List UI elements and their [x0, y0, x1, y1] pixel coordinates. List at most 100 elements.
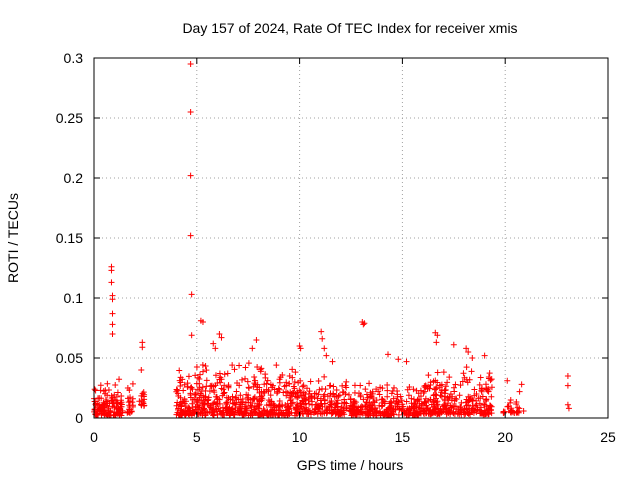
data-point [216, 396, 223, 403]
data-point [507, 408, 514, 415]
data-point [300, 398, 307, 405]
data-point [442, 402, 449, 409]
data-point [187, 109, 194, 115]
data-point [356, 390, 363, 397]
data-point [297, 410, 304, 417]
data-point [206, 388, 213, 395]
data-point [410, 409, 417, 416]
data-point [229, 362, 236, 369]
data-point [206, 404, 213, 411]
data-point [245, 360, 252, 367]
data-point [203, 377, 210, 384]
data-point [436, 382, 443, 389]
data-point [216, 376, 223, 383]
data-point [108, 392, 115, 399]
data-point [441, 387, 448, 394]
data-point [175, 406, 182, 413]
data-point [299, 383, 306, 390]
data-point [395, 411, 402, 418]
data-point [267, 392, 274, 399]
data-point [225, 382, 232, 389]
data-point [187, 61, 194, 67]
data-point [329, 358, 336, 365]
data-point [430, 407, 437, 414]
data-point [276, 397, 283, 404]
data-point [463, 364, 470, 371]
data-point [244, 378, 251, 385]
data-point [507, 399, 514, 406]
data-point [488, 393, 495, 400]
data-point [188, 332, 195, 339]
x-tick-label: 0 [90, 429, 98, 445]
data-point [212, 382, 219, 389]
data-point [434, 332, 441, 339]
data-point [218, 385, 225, 392]
data-point [109, 296, 116, 303]
data-point [450, 341, 457, 348]
x-axis-title: GPS time / hours [297, 457, 404, 473]
x-tick-labels: 0 5 10 15 20 25 [90, 429, 616, 445]
data-point [353, 407, 360, 414]
data-point [463, 396, 470, 403]
data-point [363, 391, 370, 398]
data-point [138, 392, 145, 399]
data-point [478, 388, 485, 395]
data-point [419, 408, 426, 415]
data-point [431, 404, 438, 411]
data-point [451, 403, 458, 410]
data-point [311, 394, 318, 401]
data-point [433, 339, 440, 346]
data-point [336, 392, 343, 399]
data-point [486, 370, 493, 377]
data-point [321, 345, 328, 352]
data-point [483, 396, 490, 403]
data-point [518, 381, 525, 388]
data-point [321, 373, 328, 380]
data-point [323, 352, 330, 359]
data-point [360, 321, 367, 328]
data-point [362, 402, 369, 409]
data-point [385, 351, 392, 358]
data-point [286, 373, 293, 380]
data-point [316, 405, 323, 412]
data-point [192, 391, 199, 398]
data-point [261, 390, 268, 397]
data-point [450, 384, 457, 391]
data-point [384, 381, 391, 388]
data-point [350, 404, 357, 411]
data-point [452, 381, 459, 388]
y-tick-label: 0.2 [64, 170, 84, 186]
data-point [180, 398, 187, 405]
data-point [300, 392, 307, 399]
data-point [373, 386, 380, 393]
data-point [182, 407, 189, 414]
data-point [266, 409, 273, 416]
data-point [98, 405, 105, 412]
data-point [471, 407, 478, 414]
data-point [303, 406, 310, 413]
data-point [283, 379, 290, 386]
data-point [469, 355, 476, 361]
data-point [427, 406, 434, 413]
data-point [417, 387, 424, 394]
data-point [126, 406, 133, 413]
data-point [236, 382, 243, 389]
data-point [395, 356, 402, 363]
data-point [224, 370, 231, 377]
data-point [267, 381, 274, 388]
y-tick-label: 0.3 [64, 50, 84, 66]
data-point [343, 378, 350, 385]
data-point [337, 407, 344, 414]
data-point [197, 409, 204, 416]
data-point [294, 410, 301, 417]
data-point [360, 396, 367, 403]
data-point [486, 375, 493, 382]
data-point [427, 379, 434, 386]
data-point [113, 393, 120, 400]
data-point [212, 345, 219, 352]
data-point [441, 396, 448, 403]
data-point [483, 403, 490, 410]
data-point [456, 392, 463, 399]
grid-lines [94, 58, 608, 418]
data-point [301, 401, 308, 408]
